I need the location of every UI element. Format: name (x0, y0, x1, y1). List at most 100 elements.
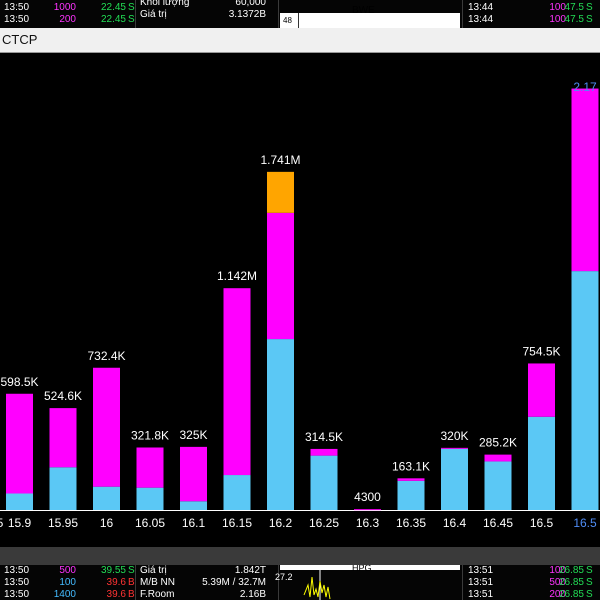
divider (135, 565, 136, 600)
info-value: 60,000 (235, 0, 266, 8)
bar-segment-0 (528, 416, 555, 510)
trade-price: 47.5 (564, 2, 584, 13)
trade-side: S (586, 565, 593, 576)
bar-segment-2 (267, 171, 294, 213)
bar-total-label: 732.4K (87, 349, 125, 363)
divider (462, 0, 463, 28)
trade-quantity: 1000 (53, 2, 76, 13)
top-ticker-panel: 13:50 1000 22.45 S 13:50 200 22.45 S Khối lượng… (0, 0, 600, 28)
trade-quantity: 200 (59, 14, 76, 25)
trade-time: 13:51 (468, 589, 494, 600)
info-label: F.Room (140, 589, 175, 600)
chart-canvas: 5 598.5K 15.9 524.6K 15.95 732.4K 16 321.8K 16.0… (0, 80, 600, 530)
trade-price: 26.85 (558, 565, 584, 576)
info-value: 5.39M / 32.7M (202, 577, 266, 588)
trade-side: S (128, 14, 135, 25)
bar-total-label: 598.5K (0, 375, 38, 389)
trade-time: 13:51 (468, 577, 494, 588)
trade-price: 47.5 (564, 14, 584, 25)
bar-total-label: 285.2K (479, 436, 517, 450)
x-tick-label: 16.05 (135, 516, 165, 530)
trade-price: 22.45 (100, 14, 126, 25)
x-tick-label: 16.4 (443, 516, 467, 530)
bar-total-label: 2.17 (573, 80, 597, 94)
x-tick-label: 16.5 (530, 516, 554, 530)
trade-side: S (128, 2, 135, 13)
trade-quantity: 100 (549, 14, 566, 25)
info-label: Khối lượng (140, 0, 190, 8)
bar-segment-0 (223, 475, 251, 510)
trade-quantity: 200 (549, 589, 566, 600)
bar-segment-1 (49, 408, 77, 468)
trade-quantity: 100 (549, 2, 566, 13)
volume-by-price-chart: 5 598.5K 15.9 524.6K 15.95 732.4K 16 321.8K 16.0… (0, 53, 600, 547)
trade-time: 13:51 (468, 565, 494, 576)
top-mini-chart: BWE 48 (280, 0, 460, 28)
bottom-ticker-panel: 13:50 500 39.55 S 13:50 100 39.6 B 13:50 1400 39.6… (0, 565, 600, 600)
info-value: 1.842T (234, 565, 266, 576)
trade-side: S (586, 589, 593, 600)
divider (278, 565, 279, 600)
trade-quantity: 500 (549, 577, 566, 588)
trade-quantity: 500 (59, 565, 76, 576)
bottom-mini-chart: HPG 27.2 (275, 565, 460, 600)
bar-segment-0 (49, 467, 77, 510)
bar-segment-0 (397, 480, 425, 510)
bar-segment-0 (6, 493, 33, 510)
trade-price: 26.85 (558, 589, 584, 600)
bar-total-label: 321.8K (131, 428, 169, 442)
x-tick-label: 16.3 (356, 516, 380, 530)
info-value: 3.1372B (228, 9, 266, 20)
bar-segment-0 (93, 486, 120, 510)
trade-side: S (586, 2, 593, 13)
bar-segment-1 (310, 448, 338, 456)
x-tick-label: 16.35 (396, 516, 426, 530)
window-titlebar[interactable]: CTCP (0, 28, 600, 53)
x-tick-label: 16.45 (483, 516, 513, 530)
bar-segment-0 (267, 339, 294, 510)
bar-segment-0 (310, 455, 338, 510)
divider (135, 0, 136, 28)
x-tick-label: 16.5 (573, 516, 597, 530)
trade-time: 13:50 (4, 2, 30, 13)
bar-total-label: 4300 (354, 490, 381, 504)
info-label: M/B NN (140, 577, 175, 588)
bar-segment-1 (93, 367, 120, 487)
trade-price: 22.45 (100, 2, 126, 13)
mini-chart-symbol: HPG (352, 565, 372, 573)
trade-quantity: 1400 (53, 589, 76, 600)
bar-total-label: 524.6K (44, 389, 82, 403)
window-title: CTCP (2, 32, 38, 47)
bar-segment-1 (267, 212, 294, 340)
bar-segment-1 (571, 88, 599, 272)
info-label: Giá trị (140, 9, 167, 20)
bar-segment-0 (484, 461, 512, 510)
x-tick-label: 16.2 (269, 516, 293, 530)
x-tick-label: 16 (100, 516, 114, 530)
divider (462, 565, 463, 600)
mini-chart-axis-label: 27.2 (275, 572, 293, 582)
x-tick-label: 15.9 (8, 516, 32, 530)
mini-chart-line (303, 570, 331, 600)
bar-total-label: 325K (179, 428, 207, 442)
bar-total-label: 1.741M (260, 153, 300, 167)
x-tick-label: 16.1 (182, 516, 206, 530)
bar-segment-1 (223, 288, 251, 476)
bar-segment-1 (441, 447, 468, 449)
trade-side: S (586, 14, 593, 25)
x-tick-label: 16.25 (309, 516, 339, 530)
bar-segment-1 (136, 447, 164, 488)
trade-time: 13:50 (4, 589, 30, 600)
bar-total-label: 314.5K (305, 430, 343, 444)
trade-time: 13:50 (4, 565, 30, 576)
mini-chart-axis-label: 48 (283, 16, 292, 25)
x-tick-label: 16.15 (222, 516, 252, 530)
bar-total-label: 163.1K (392, 459, 430, 473)
x-tick-label: 5 (0, 516, 4, 530)
bar-segment-1 (180, 446, 207, 502)
trade-side: S (128, 565, 135, 576)
trade-time: 13:44 (468, 14, 494, 25)
trade-price: 26.85 (558, 577, 584, 588)
mini-chart-symbol: BWE (352, 5, 375, 16)
trade-side: B (128, 577, 135, 588)
